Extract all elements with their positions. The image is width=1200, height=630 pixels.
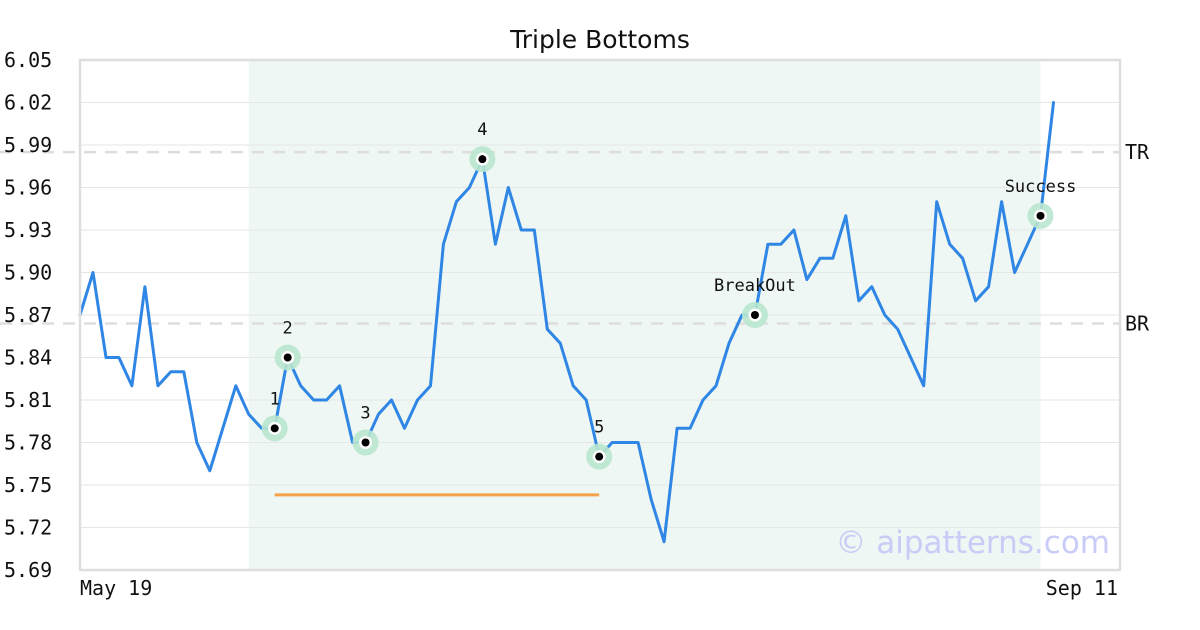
y-tick-label: 5.93 — [4, 218, 52, 242]
x-label-end: Sep 11 — [1046, 576, 1118, 600]
point-label-breakout: BreakOut — [714, 276, 796, 296]
price-series — [78, 101, 1055, 544]
point-marker-1 — [270, 424, 279, 433]
y-tick-label: 5.72 — [4, 516, 52, 540]
level-label-br: BR — [1125, 312, 1150, 336]
y-tick-label: 5.90 — [4, 261, 52, 285]
y-axis-ticks: 6.05 6.02 5.99 5.96 5.93 5.90 5.87 5.84 5.81 5.78… — [4, 48, 52, 582]
price-line — [78, 101, 1055, 544]
level-label-tr: TR — [1125, 140, 1150, 164]
y-tick-label: 5.99 — [4, 133, 52, 157]
y-tick-label: 5.78 — [4, 431, 52, 455]
y-tick-label: 5.81 — [4, 388, 52, 412]
point-marker-3 — [361, 438, 370, 447]
point-label-3: 3 — [360, 404, 370, 424]
pattern-points: 1 2 3 4 5 BreakOut Success — [261, 120, 1077, 470]
y-tick-label: 6.05 — [4, 48, 52, 72]
grid-lines — [80, 59, 1120, 571]
y-tick-label: 5.75 — [4, 473, 52, 497]
y-tick-label: 5.96 — [4, 176, 52, 200]
y-tick-label: 6.02 — [4, 91, 52, 115]
point-label-4: 4 — [477, 120, 487, 140]
point-marker-breakout — [750, 311, 759, 319]
point-marker-5 — [595, 452, 604, 461]
point-marker-4 — [478, 155, 487, 164]
plot-frame — [78, 58, 1122, 572]
level-lines: TR BR — [0, 140, 1150, 497]
y-tick-label: 5.69 — [4, 558, 52, 582]
y-tick-label: 5.84 — [4, 346, 52, 370]
point-marker-success — [1036, 211, 1045, 220]
chart-title: Triple Bottoms — [509, 25, 690, 54]
point-marker-2 — [283, 353, 292, 362]
y-tick-label: 5.87 — [4, 303, 52, 327]
point-label-5: 5 — [594, 418, 604, 438]
point-label-2: 2 — [283, 319, 293, 339]
axes — [78, 58, 1122, 572]
watermark: © aipatterns.com — [835, 525, 1110, 561]
point-label-1: 1 — [270, 389, 280, 409]
point-label-success: Success — [1005, 177, 1077, 197]
x-label-start: May 19 — [80, 576, 152, 600]
